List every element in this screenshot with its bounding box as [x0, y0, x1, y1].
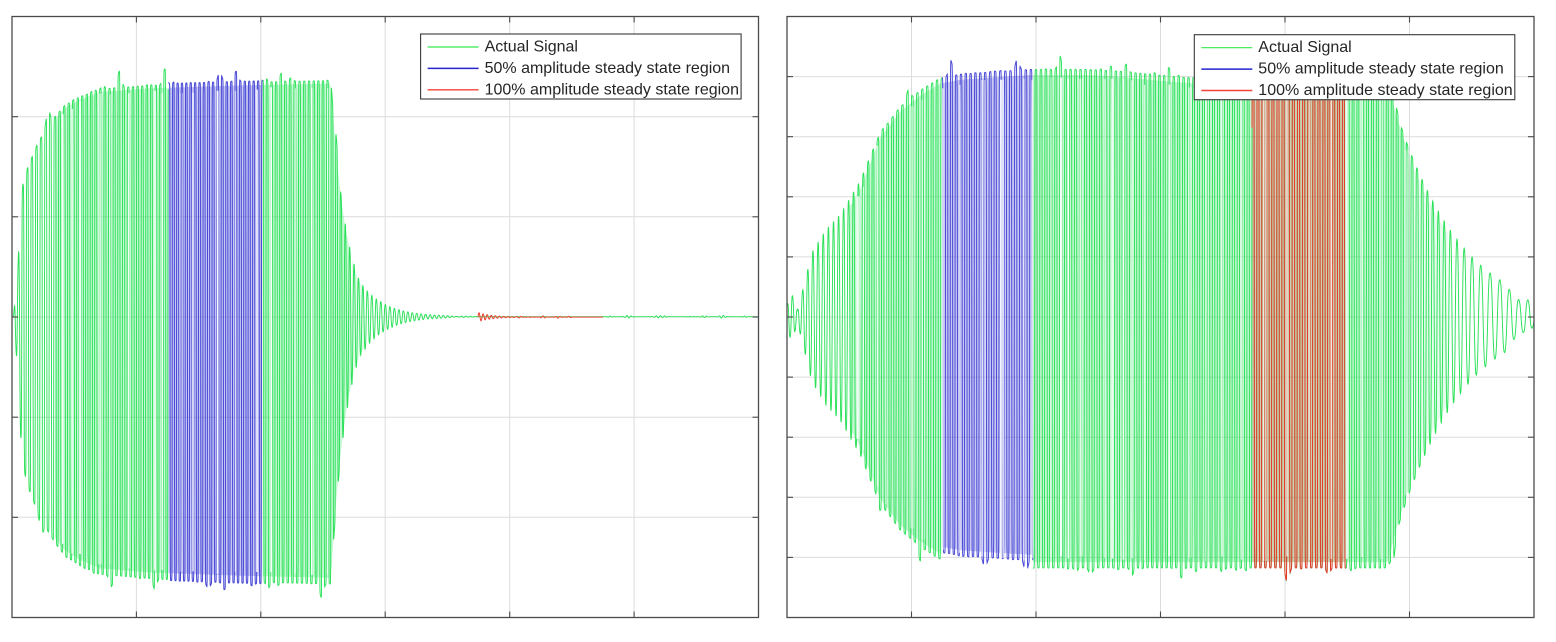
- svg-text:50% amplitude steady state reg: 50% amplitude steady state region: [1258, 61, 1503, 78]
- svg-text:100% amplitude steady state re: 100% amplitude steady state region: [485, 81, 739, 98]
- svg-text:100% amplitude steady state re: 100% amplitude steady state region: [1258, 82, 1512, 99]
- svg-text:Actual Signal: Actual Signal: [485, 39, 578, 56]
- svg-text:50% amplitude steady state reg: 50% amplitude steady state region: [485, 60, 730, 77]
- svg-text:Actual Signal: Actual Signal: [1258, 39, 1351, 56]
